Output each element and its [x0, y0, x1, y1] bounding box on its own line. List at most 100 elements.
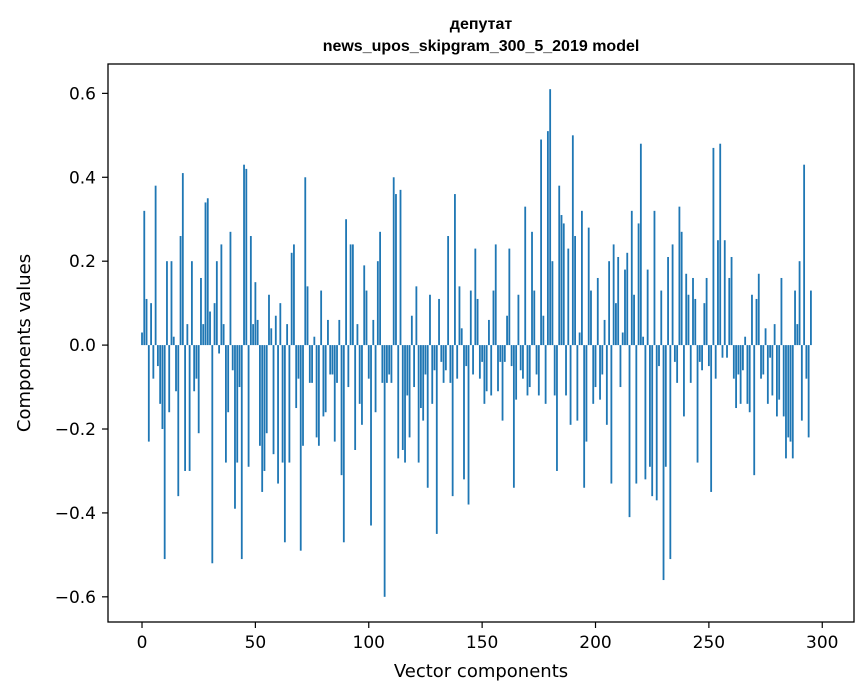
bar	[485, 345, 488, 392]
bar	[356, 324, 359, 346]
bar	[211, 345, 214, 564]
x-tick-label: 0	[137, 633, 148, 653]
bar	[313, 336, 316, 346]
x-tick-label: 150	[466, 633, 498, 653]
bar	[522, 345, 524, 379]
bar	[433, 345, 436, 371]
bar	[755, 298, 758, 346]
bar	[435, 345, 438, 534]
bar	[592, 345, 595, 404]
bar	[206, 198, 209, 346]
bar	[483, 345, 486, 404]
bar	[306, 286, 309, 346]
bar	[617, 256, 620, 346]
bar	[252, 324, 255, 346]
bar	[535, 345, 538, 375]
bar	[222, 324, 225, 346]
bar	[703, 303, 706, 346]
bar	[662, 345, 665, 581]
bar	[408, 345, 411, 438]
bar	[685, 273, 688, 346]
bar	[510, 345, 513, 367]
bar	[644, 345, 647, 480]
bar	[200, 277, 202, 346]
bar	[789, 345, 792, 442]
bar	[261, 345, 264, 492]
bar	[145, 298, 148, 346]
bar	[497, 345, 499, 392]
bar	[268, 294, 270, 346]
bar	[431, 345, 434, 404]
bar	[420, 345, 422, 409]
bar	[506, 315, 508, 346]
bar	[698, 345, 701, 362]
bar	[667, 256, 669, 346]
bar	[805, 345, 808, 379]
bar	[787, 345, 790, 438]
bar	[810, 290, 812, 346]
y-tick-label: 0.6	[69, 84, 96, 104]
bar	[177, 345, 180, 497]
bar	[780, 277, 783, 346]
bar	[347, 345, 350, 388]
bar	[374, 345, 377, 413]
bar	[490, 345, 493, 396]
bar	[658, 345, 660, 367]
bar	[274, 315, 277, 346]
bar	[562, 223, 565, 346]
bar	[447, 236, 450, 346]
bar	[807, 345, 810, 438]
bar	[166, 261, 168, 346]
bar	[392, 177, 395, 346]
bar	[209, 311, 211, 346]
bar	[660, 290, 663, 346]
bar	[519, 345, 522, 371]
bar	[451, 345, 454, 497]
x-tick-label: 300	[806, 633, 838, 653]
bar	[689, 345, 692, 383]
bar	[653, 210, 656, 346]
bar	[290, 252, 293, 346]
bar	[796, 324, 799, 346]
bar	[172, 336, 175, 346]
bar	[494, 244, 497, 346]
bar	[265, 345, 268, 434]
bar	[272, 345, 275, 455]
bar	[304, 177, 307, 346]
bar	[635, 345, 638, 484]
bar	[383, 345, 386, 597]
bar	[388, 345, 391, 375]
bar	[633, 294, 635, 346]
bar	[415, 286, 418, 346]
bar	[317, 345, 320, 446]
bar	[234, 345, 236, 509]
bar	[556, 345, 558, 471]
bar	[249, 236, 252, 346]
bar	[184, 345, 186, 471]
bar	[449, 345, 452, 383]
bar	[791, 345, 794, 459]
x-axis: 0 50 100 150 200 250 300	[137, 622, 838, 653]
bar	[263, 345, 266, 471]
bar	[141, 332, 143, 346]
bar	[444, 345, 447, 371]
bar	[605, 345, 608, 425]
bar	[397, 345, 400, 459]
bar	[152, 345, 155, 379]
bar	[463, 345, 465, 480]
bar	[338, 319, 341, 346]
bar	[608, 261, 611, 346]
bar	[458, 286, 461, 346]
bar	[150, 303, 152, 346]
bar	[719, 143, 722, 346]
bar	[238, 345, 241, 388]
bar	[499, 345, 502, 362]
bar	[669, 345, 672, 560]
bar	[311, 345, 313, 383]
bar	[785, 345, 787, 459]
bar	[456, 345, 459, 379]
bar	[753, 345, 756, 476]
bar	[723, 240, 726, 346]
bar	[315, 345, 318, 438]
